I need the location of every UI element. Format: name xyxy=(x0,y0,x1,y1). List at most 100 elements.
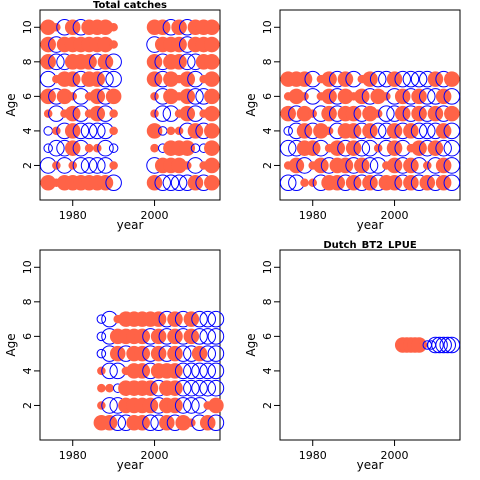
negative-residual-bubble xyxy=(443,122,461,140)
y-tick-label: 6 xyxy=(21,93,34,100)
positive-residual-bubble xyxy=(163,71,179,87)
positive-residual-bubble xyxy=(444,105,460,122)
negative-residual-bubble xyxy=(183,397,200,414)
y-tick-label: 10 xyxy=(21,20,34,34)
negative-residual-bubble xyxy=(418,122,436,140)
negative-residual-bubble xyxy=(48,53,65,71)
negative-residual-bubble xyxy=(207,328,225,345)
positive-residual-bubble xyxy=(313,123,329,139)
positive-residual-bubble xyxy=(40,19,56,36)
y-tick-label: 8 xyxy=(21,298,34,305)
negative-residual-bubble xyxy=(283,126,293,136)
positive-residual-bubble xyxy=(444,71,460,87)
negative-residual-bubble xyxy=(191,362,208,380)
plot-frame xyxy=(39,249,221,441)
negative-residual-bubble xyxy=(443,157,461,174)
positive-residual-bubble xyxy=(204,174,220,191)
negative-residual-bubble xyxy=(88,157,106,174)
negative-residual-bubble xyxy=(439,336,457,354)
x-tick-label: 2000 xyxy=(141,449,169,462)
negative-residual-bubble xyxy=(431,336,448,354)
x-tick-label: 2000 xyxy=(381,209,409,222)
positive-residual-bubble xyxy=(109,23,118,32)
negative-residual-bubble xyxy=(174,397,192,414)
negative-residual-bubble xyxy=(154,105,172,122)
negative-residual-bubble xyxy=(170,174,188,192)
x-tick-label: 1980 xyxy=(299,209,327,222)
negative-residual-bubble xyxy=(369,70,387,88)
negative-residual-bubble xyxy=(96,314,107,324)
negative-residual-bubble xyxy=(191,310,208,328)
x-axis-label: year xyxy=(357,218,384,232)
negative-residual-bubble xyxy=(199,379,217,397)
plot-frame xyxy=(279,9,461,201)
negative-residual-bubble xyxy=(101,397,118,414)
negative-residual-bubble xyxy=(174,362,192,380)
y-tick-label: 2 xyxy=(261,162,274,169)
positive-residual-bubble xyxy=(300,178,309,187)
positive-residual-bubble xyxy=(204,157,220,174)
positive-residual-bubble xyxy=(109,40,118,49)
negative-residual-bubble xyxy=(142,414,159,432)
positive-residual-bubble xyxy=(105,383,114,393)
y-tick-label: 6 xyxy=(261,93,274,100)
negative-residual-bubble xyxy=(183,362,200,380)
positive-residual-bubble xyxy=(204,123,220,139)
negative-residual-bubble xyxy=(80,122,98,140)
plot-frame xyxy=(279,249,461,441)
y-axis-label: Age xyxy=(4,333,18,356)
positive-residual-bubble xyxy=(109,126,118,136)
negative-residual-bubble xyxy=(443,88,461,105)
negative-residual-bubble xyxy=(43,126,53,136)
negative-residual-bubble xyxy=(435,336,452,354)
positive-residual-bubble xyxy=(150,143,159,153)
negative-residual-bubble xyxy=(435,139,452,157)
negative-residual-bubble xyxy=(174,345,192,362)
y-tick-label: 4 xyxy=(261,367,274,374)
negative-residual-bubble xyxy=(108,143,119,153)
negative-residual-bubble xyxy=(207,414,225,432)
negative-residual-bubble xyxy=(105,70,122,88)
positive-residual-bubble xyxy=(146,123,163,139)
positive-residual-bubble xyxy=(109,161,118,170)
negative-residual-bubble xyxy=(199,328,217,345)
positive-residual-bubble xyxy=(97,19,114,36)
negative-residual-bubble xyxy=(199,310,217,328)
negative-residual-bubble xyxy=(443,139,461,157)
positive-residual-bubble xyxy=(84,143,94,153)
negative-residual-bubble xyxy=(105,53,122,71)
positive-residual-bubble xyxy=(97,383,106,393)
negative-residual-bubble xyxy=(443,174,461,192)
x-axis-label: year xyxy=(357,458,384,472)
y-axis-label: Age xyxy=(244,333,258,356)
y-tick-label: 4 xyxy=(21,127,34,134)
negative-residual-bubble xyxy=(394,70,412,88)
panel-title: Dutch_BT2_LPUE xyxy=(323,240,416,251)
negative-residual-bubble xyxy=(154,174,172,192)
positive-residual-bubble xyxy=(204,71,220,87)
positive-residual-bubble xyxy=(288,88,305,105)
negative-residual-bubble xyxy=(109,414,127,432)
y-tick-label: 10 xyxy=(261,20,274,34)
negative-residual-bubble xyxy=(410,70,428,88)
positive-residual-bubble xyxy=(204,36,220,53)
positive-residual-bubble xyxy=(204,140,220,156)
y-tick-label: 10 xyxy=(21,260,34,274)
y-axis-label: Age xyxy=(244,93,258,116)
x-axis-label: year xyxy=(117,458,144,472)
positive-residual-bubble xyxy=(56,88,73,105)
negative-residual-bubble xyxy=(183,379,200,397)
positive-residual-bubble xyxy=(370,88,386,105)
panel-top-right: 1980 2000 2 4 6 8 10 year Age xyxy=(244,9,461,232)
positive-residual-bubble xyxy=(362,105,378,122)
negative-residual-bubble xyxy=(410,122,428,140)
negative-residual-bubble xyxy=(443,336,461,354)
negative-residual-bubble xyxy=(279,139,297,157)
negative-residual-bubble xyxy=(96,331,107,342)
x-tick-label: 1980 xyxy=(59,209,87,222)
positive-residual-bubble xyxy=(208,397,224,414)
negative-residual-bubble xyxy=(207,310,225,328)
x-tick-label: 2000 xyxy=(141,209,169,222)
y-tick-label: 6 xyxy=(21,333,34,340)
